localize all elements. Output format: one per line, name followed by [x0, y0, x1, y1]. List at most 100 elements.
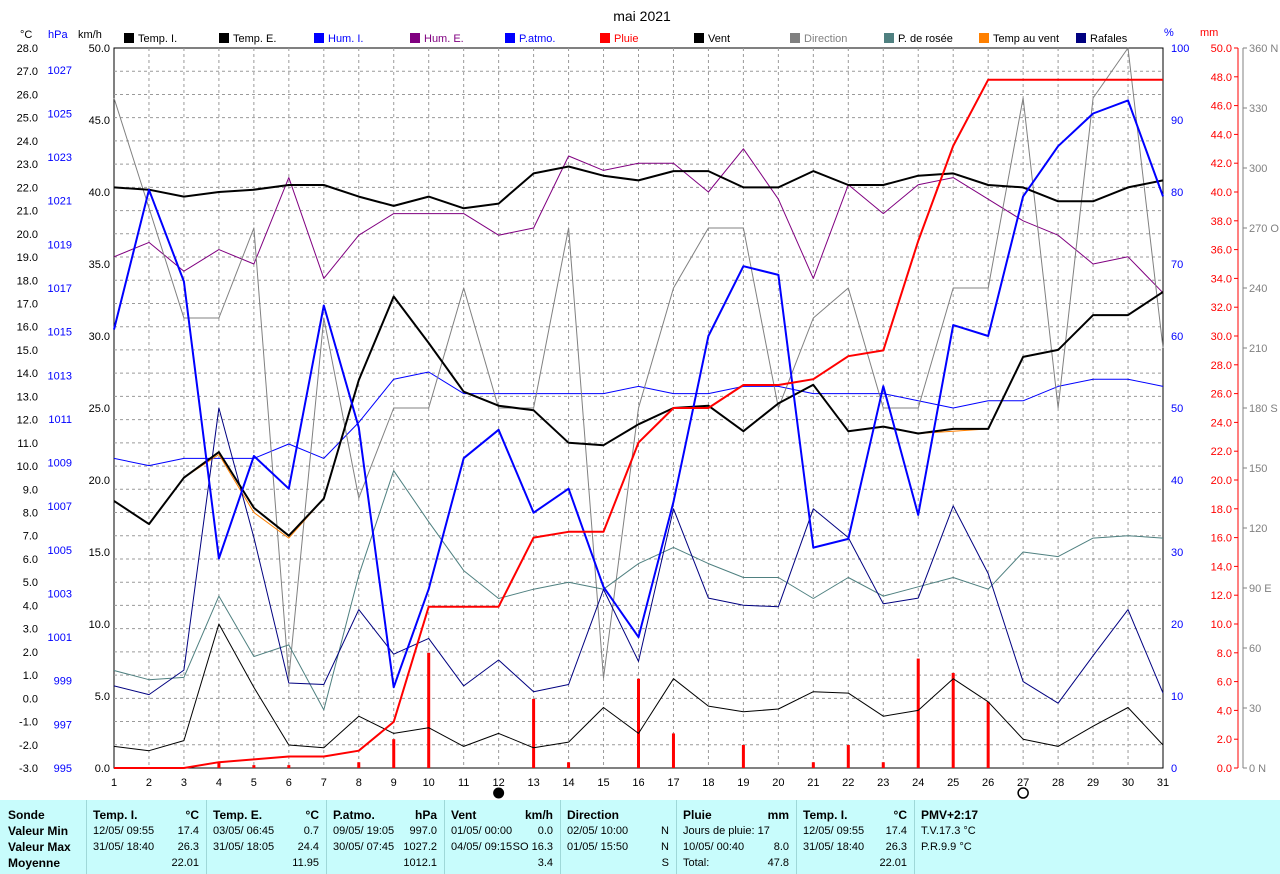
rain-tick-label: 10.0 [1211, 619, 1232, 631]
pressure-tick-label: 1011 [48, 414, 72, 426]
wind-tick-label: 0.0 [95, 763, 110, 775]
pressure-tick-label: 1015 [48, 327, 72, 339]
legend-swatch [600, 33, 610, 43]
legend-swatch [979, 33, 989, 43]
day-tick-label: 19 [737, 777, 749, 789]
series-line-vent [113, 623, 1164, 752]
temp-tick-label: 8.0 [23, 508, 38, 520]
direction-tick-label: 240 [1249, 283, 1267, 295]
stats-column-unit: hPa [414, 808, 437, 822]
series-line-direction [113, 47, 1164, 679]
rain-bar [986, 701, 990, 768]
stats-column-title: P.atmo. [333, 808, 375, 822]
pressure-tick-label: 1001 [48, 632, 72, 644]
series-line-hum-i- [113, 371, 1164, 467]
direction-tick-label: 150 [1249, 463, 1267, 475]
legend-swatch [314, 33, 324, 43]
wind-tick-label: 25.0 [89, 403, 110, 415]
stats-column-title: PMV+2:17 [921, 808, 979, 822]
day-tick-label: 12 [493, 777, 505, 789]
temp-axis-unit: °C [20, 29, 32, 41]
day-tick-label: 27 [1017, 777, 1029, 789]
humidity-tick-label: 70 [1171, 259, 1183, 271]
temp-tick-label: -2.0 [19, 740, 38, 752]
day-tick-label: 6 [286, 777, 292, 789]
row-label-max: Valeur Max [8, 840, 71, 854]
stats-column-unit: km/h [524, 808, 553, 822]
legend-swatch [505, 33, 515, 43]
day-tick-label: 4 [216, 777, 222, 789]
rain-tick-label: 0.0 [1217, 763, 1232, 775]
day-tick-label: 14 [562, 777, 574, 789]
direction-tick-label: 360 N [1249, 43, 1278, 55]
legend-item: Hum. I. [314, 33, 363, 45]
day-tick-label: 18 [702, 777, 714, 789]
rain-bar [532, 698, 536, 768]
direction-tick-label: 30 [1249, 703, 1261, 715]
row-label-min: Valeur Min [8, 824, 69, 838]
stats-cell-value: 0.0 [537, 825, 553, 837]
pressure-axis-unit: hPa [48, 29, 68, 41]
stats-column: Pluie mm Jours de pluie: 17 10/05/ 00:40 8.0… [676, 800, 797, 874]
direction-tick-label: 60 [1249, 643, 1261, 655]
humidity-tick-label: 10 [1171, 691, 1183, 703]
stats-cell-value: 0.7 [303, 825, 319, 837]
rain-tick-label: 46.0 [1211, 101, 1232, 113]
stats-cell-value: 11.95 [292, 857, 319, 869]
stats-column-title: Pluie [683, 808, 712, 822]
pressure-tick-label: 1021 [48, 196, 72, 208]
rain-bar [252, 765, 256, 768]
temp-tick-label: 16.0 [17, 322, 38, 334]
legend-item: Temp au vent [979, 33, 1059, 45]
series-line-temp-i- [113, 165, 1164, 210]
wind-tick-label: 50.0 [89, 43, 110, 55]
humidity-tick-label: 30 [1171, 547, 1183, 559]
pressure-tick-label: 997 [54, 719, 72, 731]
day-tick-label: 31 [1157, 777, 1169, 789]
day-tick-label: 1 [111, 777, 117, 789]
humidity-tick-label: 80 [1171, 187, 1183, 199]
temp-tick-label: 4.0 [23, 600, 38, 612]
rain-tick-label: 44.0 [1211, 129, 1232, 141]
stats-cell-label: 02/05/ 10:00 [567, 825, 629, 837]
day-tick-label: 9 [391, 777, 397, 789]
stats-cell-label: Jours de pluie: 17 [683, 825, 770, 837]
day-tick-label: 15 [597, 777, 609, 789]
legend-label: P.atmo. [519, 33, 556, 45]
stats-cell-label: P.R.9.9 °C [921, 841, 972, 853]
stats-cell-value: 3.4 [537, 857, 553, 869]
legend-swatch [410, 33, 420, 43]
legend-item: P. de rosée [884, 33, 953, 45]
wind-tick-label: 5.0 [95, 691, 110, 703]
day-tick-label: 7 [321, 777, 327, 789]
legend-label: Rafales [1090, 33, 1128, 45]
wind-tick-label: 40.0 [89, 187, 110, 199]
legend-item: Temp. I. [124, 33, 177, 45]
stats-cell-label: 01/05/ 15:50 [567, 841, 629, 853]
rain-tick-label: 8.0 [1217, 648, 1232, 660]
stats-cell-value: 22.01 [879, 857, 907, 869]
wind-tick-label: 30.0 [89, 331, 110, 343]
pressure-tick-label: 1027 [48, 65, 72, 77]
temp-tick-label: 2.0 [23, 647, 38, 659]
direction-tick-label: 210 [1249, 343, 1267, 355]
pressure-tick-label: 1025 [48, 108, 72, 120]
temp-tick-label: 11.0 [17, 438, 38, 450]
temp-tick-label: 21.0 [17, 206, 38, 218]
stats-cell-value: 1012.1 [403, 857, 437, 869]
temp-tick-label: 25.0 [17, 113, 38, 125]
day-tick-label: 11 [458, 777, 469, 789]
temp-tick-label: 5.0 [23, 577, 38, 589]
stats-column-title: Temp. E. [213, 808, 263, 822]
stats-column-unit: °C [893, 808, 907, 822]
rain-bar [916, 658, 920, 768]
stats-cell-value: 17.4 [177, 825, 199, 837]
stats-cell-label: T.V.17.3 °C [921, 825, 976, 837]
series-line-temp-e- [113, 291, 1164, 537]
rain-tick-label: 22.0 [1211, 446, 1232, 458]
series-line-p-de-ros-e [113, 470, 1164, 711]
stats-cell-label: 12/05/ 09:55 [803, 825, 865, 837]
pressure-tick-label: 1017 [48, 283, 72, 295]
pressure-tick-label: 1003 [48, 588, 72, 600]
day-tick-label: 23 [877, 777, 889, 789]
